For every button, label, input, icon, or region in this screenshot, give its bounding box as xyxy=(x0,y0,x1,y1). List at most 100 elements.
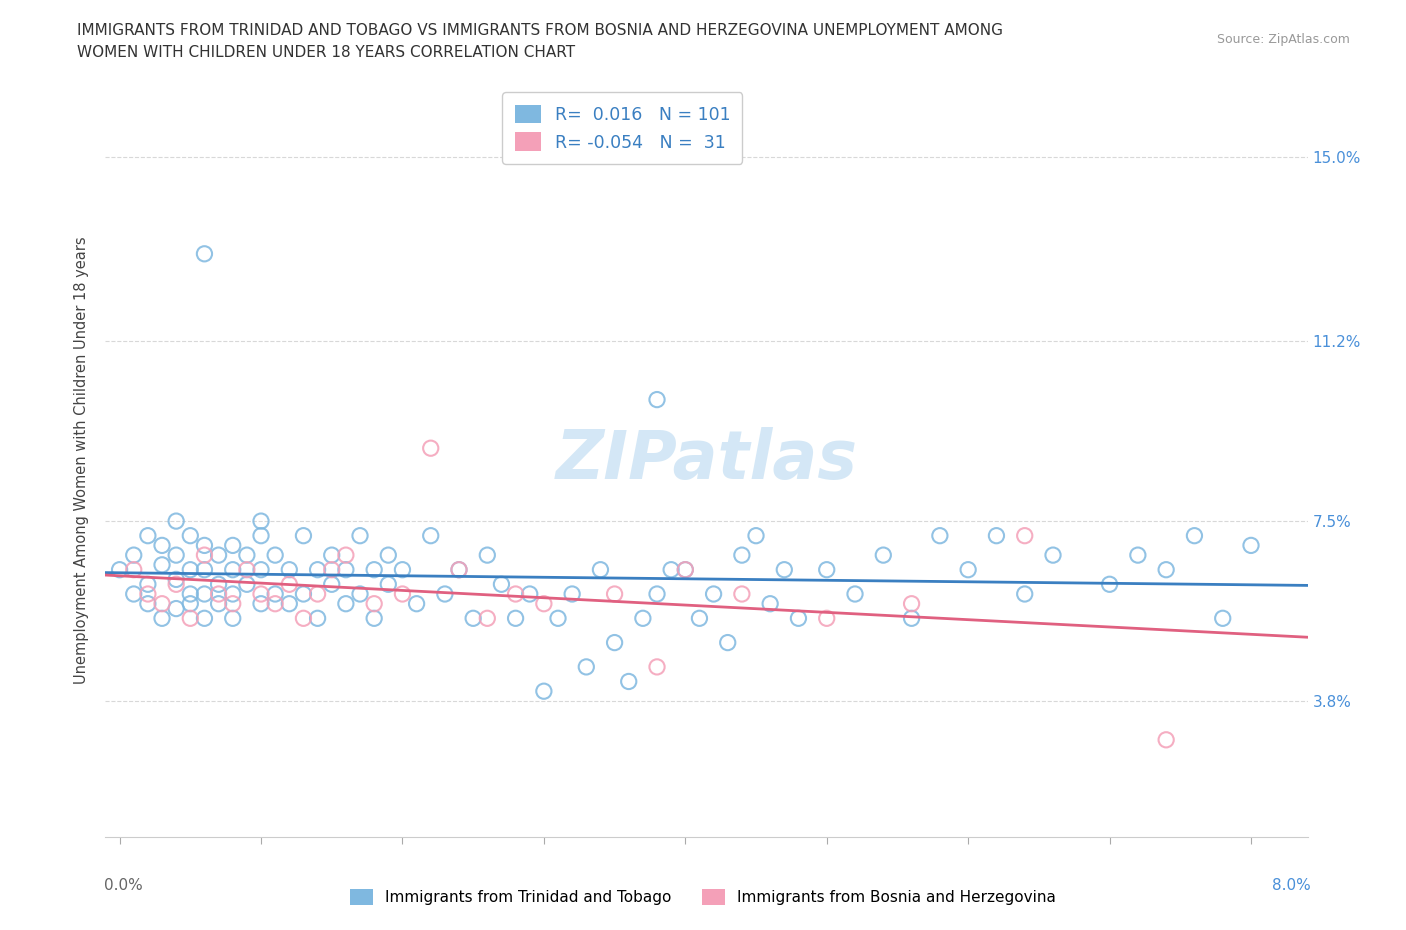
Point xyxy=(759,596,782,611)
Point xyxy=(193,611,215,626)
Point xyxy=(645,659,668,674)
Point xyxy=(589,563,612,578)
Point xyxy=(717,635,740,650)
Point xyxy=(505,611,527,626)
Point xyxy=(122,548,145,563)
Point xyxy=(193,548,215,563)
Point xyxy=(603,635,626,650)
Point xyxy=(815,563,838,578)
Point xyxy=(645,392,668,407)
Point xyxy=(1154,732,1177,747)
Point xyxy=(193,538,215,552)
Text: Source: ZipAtlas.com: Source: ZipAtlas.com xyxy=(1216,33,1350,46)
Point xyxy=(349,528,371,543)
Point xyxy=(603,587,626,602)
Point xyxy=(250,528,273,543)
Point xyxy=(433,587,456,602)
Point xyxy=(179,587,201,602)
Point xyxy=(491,577,513,591)
Point xyxy=(307,587,329,602)
Point xyxy=(659,563,682,578)
Point xyxy=(264,587,287,602)
Point xyxy=(136,596,159,611)
Point xyxy=(1042,548,1064,563)
Point xyxy=(165,572,187,587)
Point xyxy=(731,548,754,563)
Point xyxy=(207,577,229,591)
Point xyxy=(349,587,371,602)
Point xyxy=(377,548,399,563)
Point xyxy=(292,528,315,543)
Point xyxy=(264,596,287,611)
Point xyxy=(278,563,301,578)
Point xyxy=(264,548,287,563)
Point xyxy=(844,587,866,602)
Point xyxy=(292,611,315,626)
Point xyxy=(222,596,245,611)
Point xyxy=(645,587,668,602)
Point xyxy=(688,611,710,626)
Point xyxy=(547,611,569,626)
Point xyxy=(561,587,583,602)
Point xyxy=(673,563,696,578)
Point xyxy=(505,587,527,602)
Point xyxy=(150,611,173,626)
Point xyxy=(1098,577,1121,591)
Point xyxy=(122,587,145,602)
Point xyxy=(307,611,329,626)
Point xyxy=(222,538,245,552)
Point xyxy=(377,577,399,591)
Point xyxy=(321,577,343,591)
Point xyxy=(335,563,357,578)
Point xyxy=(179,563,201,578)
Text: WOMEN WITH CHILDREN UNDER 18 YEARS CORRELATION CHART: WOMEN WITH CHILDREN UNDER 18 YEARS CORRE… xyxy=(77,45,575,60)
Point xyxy=(1014,528,1036,543)
Point xyxy=(321,563,343,578)
Point xyxy=(575,659,598,674)
Point xyxy=(1154,563,1177,578)
Point xyxy=(419,528,441,543)
Point xyxy=(307,563,329,578)
Point xyxy=(405,596,427,611)
Point xyxy=(815,611,838,626)
Text: 8.0%: 8.0% xyxy=(1272,879,1312,894)
Point xyxy=(419,441,441,456)
Point xyxy=(236,563,259,578)
Point xyxy=(207,587,229,602)
Point xyxy=(193,246,215,261)
Point xyxy=(108,563,131,578)
Point xyxy=(165,577,187,591)
Point xyxy=(278,577,301,591)
Point xyxy=(335,596,357,611)
Point xyxy=(222,611,245,626)
Point xyxy=(731,587,754,602)
Point xyxy=(673,563,696,578)
Point xyxy=(617,674,640,689)
Point xyxy=(250,563,273,578)
Point xyxy=(150,538,173,552)
Point xyxy=(179,596,201,611)
Point xyxy=(477,611,499,626)
Point xyxy=(703,587,725,602)
Text: IMMIGRANTS FROM TRINIDAD AND TOBAGO VS IMMIGRANTS FROM BOSNIA AND HERZEGOVINA UN: IMMIGRANTS FROM TRINIDAD AND TOBAGO VS I… xyxy=(77,23,1004,38)
Point xyxy=(292,587,315,602)
Point xyxy=(391,563,413,578)
Point xyxy=(477,548,499,563)
Point xyxy=(136,577,159,591)
Point xyxy=(1240,538,1263,552)
Point xyxy=(150,557,173,572)
Point xyxy=(236,548,259,563)
Point xyxy=(533,684,555,698)
Point xyxy=(165,601,187,616)
Point xyxy=(193,587,215,602)
Legend: R=  0.016   N = 101, R= -0.054   N =  31: R= 0.016 N = 101, R= -0.054 N = 31 xyxy=(502,92,742,164)
Point xyxy=(207,548,229,563)
Point xyxy=(250,513,273,528)
Point xyxy=(335,548,357,563)
Point xyxy=(250,587,273,602)
Point xyxy=(533,596,555,611)
Point xyxy=(363,596,385,611)
Point xyxy=(872,548,894,563)
Point xyxy=(745,528,768,543)
Point xyxy=(222,563,245,578)
